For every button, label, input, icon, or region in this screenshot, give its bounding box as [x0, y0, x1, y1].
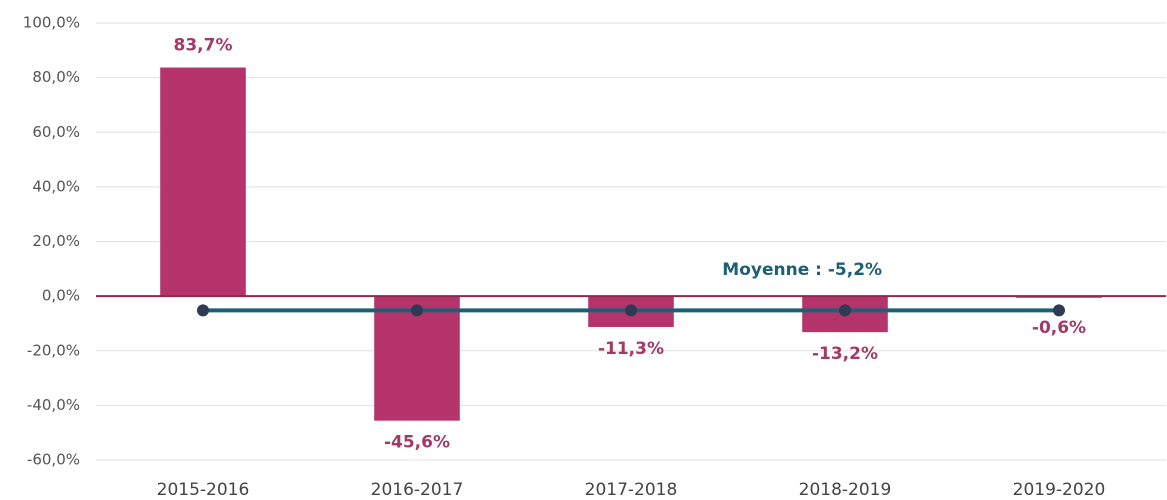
average-marker	[1053, 304, 1065, 317]
y-tick-label: 0,0%	[42, 287, 80, 305]
y-tick-label: -40,0%	[27, 396, 80, 414]
x-tick-label: 2017-2018	[585, 480, 678, 500]
bar	[160, 67, 246, 297]
value-label: -45,6%	[384, 433, 450, 453]
value-label: 83,7%	[174, 36, 233, 56]
value-label: -11,3%	[598, 339, 664, 359]
average-marker	[197, 304, 209, 317]
y-tick-label: 60,0%	[32, 123, 80, 141]
average-marker	[411, 304, 423, 317]
y-tick-label: 40,0%	[32, 177, 80, 195]
x-tick-label: 2018-2019	[799, 480, 892, 500]
x-tick-label: 2015-2016	[157, 480, 250, 500]
y-tick-label: 100,0%	[23, 14, 80, 32]
bar	[374, 296, 460, 421]
y-tick-label: 80,0%	[32, 68, 80, 86]
x-tick-label: 2016-2017	[371, 480, 464, 500]
y-tick-label: 20,0%	[32, 232, 80, 250]
value-label: -13,2%	[812, 344, 878, 364]
x-tick-label: 2019-2020	[1013, 480, 1106, 500]
value-label: -0,6%	[1032, 318, 1086, 338]
y-tick-label: -60,0%	[27, 451, 80, 469]
average-label: Moyenne : -5,2%	[722, 260, 882, 280]
average-marker	[839, 304, 851, 317]
average-marker	[625, 304, 637, 317]
y-tick-label: -20,0%	[27, 341, 80, 359]
